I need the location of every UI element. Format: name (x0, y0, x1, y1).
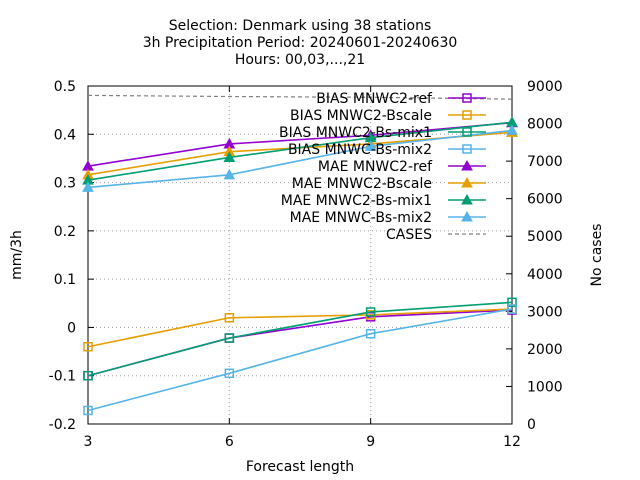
legend-item: CASES (386, 227, 486, 243)
data-point (224, 333, 235, 343)
series-line (87, 129, 513, 189)
legend-marker (461, 176, 473, 188)
y2-tick-label: 0 (527, 417, 536, 433)
legend-item: BIAS MNWC2-ref (316, 91, 486, 107)
y2-tick-label: 7000 (527, 154, 563, 170)
series-layer (82, 94, 518, 416)
legend-marker (461, 193, 473, 205)
data-point (365, 307, 376, 317)
y2-tick-label: 2000 (527, 342, 563, 358)
series-8 (87, 94, 513, 100)
data-point (365, 328, 376, 339)
legend-marker (462, 110, 472, 120)
legend-item: BIAS MNWC-Bs-mix2 (288, 142, 486, 158)
legend-label: BIAS MNWC2-ref (316, 91, 433, 107)
data-point (507, 297, 517, 308)
series-line (87, 308, 513, 348)
data-point (506, 124, 518, 135)
data-point (83, 370, 93, 381)
legend-item: MAE MNWC2-ref (318, 159, 486, 175)
legend-label: MAE MNWC2-Bs-mix1 (281, 193, 432, 209)
legend-label: BIAS MNWC2-Bscale (290, 108, 432, 124)
y-tick-label: 0 (67, 320, 76, 336)
y-axis-label: mm/3h (9, 230, 25, 280)
series-6 (82, 116, 518, 185)
y-tick-label: 0.3 (54, 176, 76, 192)
series-3 (83, 304, 517, 416)
y-tick-label: -0.2 (49, 417, 76, 433)
legend-label: BIAS MNWC-Bs-mix2 (288, 142, 432, 158)
y2-tick-label: 1000 (527, 379, 563, 395)
title-line: Hours: 00,03,...,21 (235, 52, 365, 68)
legend-marker (461, 210, 473, 222)
y2-tick-label: 8000 (527, 117, 563, 133)
data-point (83, 341, 93, 352)
axis-ticks: 3 6 9 12 -0.2 -0.1 0 0.1 0.2 0.3 0.4 0.5 0 1000 2000 30… (49, 79, 563, 450)
y-tick-label: -0.1 (49, 369, 76, 385)
y-tick-label: 0.2 (54, 224, 76, 240)
series-line (87, 308, 513, 412)
data-point (82, 181, 94, 192)
x-axis-label: Forecast length (246, 459, 354, 475)
x-tick-label: 3 (84, 434, 93, 450)
legend-item: MAE MNWC2-Bscale (292, 176, 486, 192)
y2-axis-label: No cases (589, 224, 605, 287)
legend-item: BIAS MNWC2-Bscale (290, 108, 486, 124)
legend-label: BIAS MNWC2-Bs-mix1 (279, 125, 432, 141)
data-point (83, 405, 93, 416)
x-tick-label: 9 (366, 434, 375, 450)
y2-tick-label: 5000 (527, 229, 563, 245)
data-point (223, 168, 236, 180)
data-point (224, 368, 235, 379)
legend-item: MAE MNWC-Bs-mix2 (290, 210, 486, 226)
data-point (364, 140, 377, 151)
y2-tick-label: 3000 (527, 304, 563, 320)
y2-tick-label: 6000 (527, 192, 563, 208)
legend-marker (462, 93, 472, 103)
x-tick-label: 6 (225, 434, 234, 450)
y2-tick-label: 4000 (527, 267, 563, 283)
series-line (87, 94, 513, 100)
legend-item: BIAS MNWC2-Bs-mix1 (279, 125, 486, 141)
title-line: Selection: Denmark using 38 stations (169, 18, 432, 34)
series-line (87, 301, 513, 377)
series-line (87, 121, 513, 181)
legend-label: MAE MNWC2-Bscale (292, 176, 432, 192)
legend-label: MAE MNWC-Bs-mix2 (290, 210, 432, 226)
x-tick-label: 12 (503, 434, 521, 450)
data-point (224, 313, 235, 323)
series-7 (82, 124, 518, 192)
title-line: 3h Precipitation Period: 20240601-202406… (143, 35, 458, 51)
legend-item: MAE MNWC2-Bs-mix1 (281, 193, 486, 209)
legend-label: MAE MNWC2-ref (318, 159, 433, 175)
legend-marker (461, 159, 473, 171)
y-tick-label: 0.4 (54, 127, 76, 143)
y-tick-label: 0.5 (54, 79, 76, 95)
data-point (507, 304, 517, 314)
series-line (87, 121, 513, 167)
data-point (223, 151, 236, 162)
series-2 (83, 297, 517, 381)
legend-label: CASES (386, 227, 432, 243)
plot-frame (87, 85, 513, 425)
legend-marker (462, 127, 472, 137)
y-tick-label: 0.1 (54, 272, 76, 288)
legend-marker (462, 144, 472, 154)
y2-tick-label: 9000 (527, 79, 563, 95)
